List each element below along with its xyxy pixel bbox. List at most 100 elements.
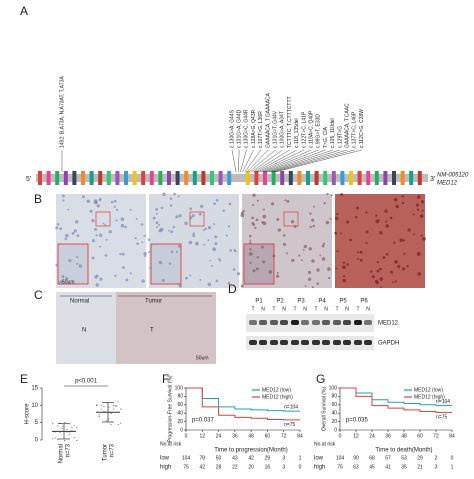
panel-letter: C [34,288,43,302]
risk-count: 43 [232,455,238,461]
cell [276,272,279,275]
texture [55,192,426,364]
risk-count: 0 [451,455,454,461]
risk-count: 21 [417,464,423,470]
legend-label: MED12 (high) [414,394,445,400]
point-deco [54,437,56,439]
cell [156,226,159,229]
cell [322,242,326,246]
cell [248,251,253,256]
cell [271,202,275,206]
cell [302,248,305,251]
point-deco [115,406,117,407]
annotation: p<0.001 [75,379,98,385]
cell [191,214,195,218]
exon [184,171,189,185]
cell [152,216,156,220]
cell [155,207,159,211]
y-tick-label: 0 [180,427,183,433]
cell [252,203,255,207]
mutation-leader [268,149,341,173]
exon [149,171,154,185]
x-tick-label: 36 [385,433,391,439]
cell [377,219,380,222]
cell [94,228,97,231]
cell [420,200,425,204]
point-deco [120,422,122,424]
band [259,320,267,325]
mutation-leader [266,149,333,173]
cell [309,225,312,229]
mutation-label: c.119A>C, Q40P [309,110,315,148]
cell [286,199,290,203]
mutation-label: c.118_135del [294,118,300,148]
y-tick-label: 40 [331,411,337,417]
exon [201,171,206,185]
mutation-label: c.105_110del [330,118,336,148]
cell [65,233,69,238]
y-tick-label: 80 [177,394,183,400]
cell [192,232,195,235]
cell [170,250,174,254]
mutation-label: c.122T>C, L41P [301,111,307,148]
cell [395,204,399,209]
cell [379,277,384,281]
exon [417,171,422,185]
mutation-leader [246,149,269,173]
cell [129,272,132,275]
cell [276,217,280,221]
exon [314,171,319,185]
legend-label: MED12 (high) [262,394,293,400]
cell [215,279,219,283]
cell [311,218,315,222]
band [249,320,257,325]
cell [382,256,386,260]
cell [397,264,401,269]
cell [401,201,405,205]
cell [185,276,189,280]
blot-strip [246,336,374,350]
band [259,340,267,345]
cell [291,258,295,262]
cell [140,223,144,226]
point-deco [115,405,117,406]
cell [249,241,252,244]
exon [271,171,276,185]
cell [385,220,388,223]
patient-label: P6 [360,299,368,305]
risk-count: 16 [265,464,271,470]
x-tick-label: 24 [216,433,222,439]
y-tick-label: 40 [177,411,183,417]
cell [308,277,312,281]
risk-count: 22 [232,464,238,470]
cell [248,234,252,238]
mutation-label: c.128A>G, Q43R [251,109,257,148]
cell [416,208,419,211]
point-deco [56,425,59,427]
cell [329,217,332,220]
cell [134,237,137,240]
risk-count: 75 [183,464,189,470]
cell [354,215,358,219]
cell [75,220,79,224]
y-tick-label: 5 [35,420,39,426]
cell [262,221,267,226]
point-deco [112,408,115,410]
x-label: Time to progression(Month) [214,448,287,454]
x-tick-label: 84 [449,433,455,439]
patient-label: P4 [318,299,326,305]
bands [249,320,372,345]
exon [306,171,310,185]
point-deco [66,431,68,433]
risk-count: 78 [200,455,206,461]
cell [177,244,181,248]
cell [102,222,105,225]
cell [394,260,398,264]
cell [178,284,182,288]
mutation-label: 1492: B,A73A, N,A73AT, T,A73A [59,76,65,148]
point-deco [103,406,105,407]
risk-title: No.at risk [314,441,336,447]
exon [115,171,120,185]
cell [255,267,259,271]
cell [420,234,423,237]
